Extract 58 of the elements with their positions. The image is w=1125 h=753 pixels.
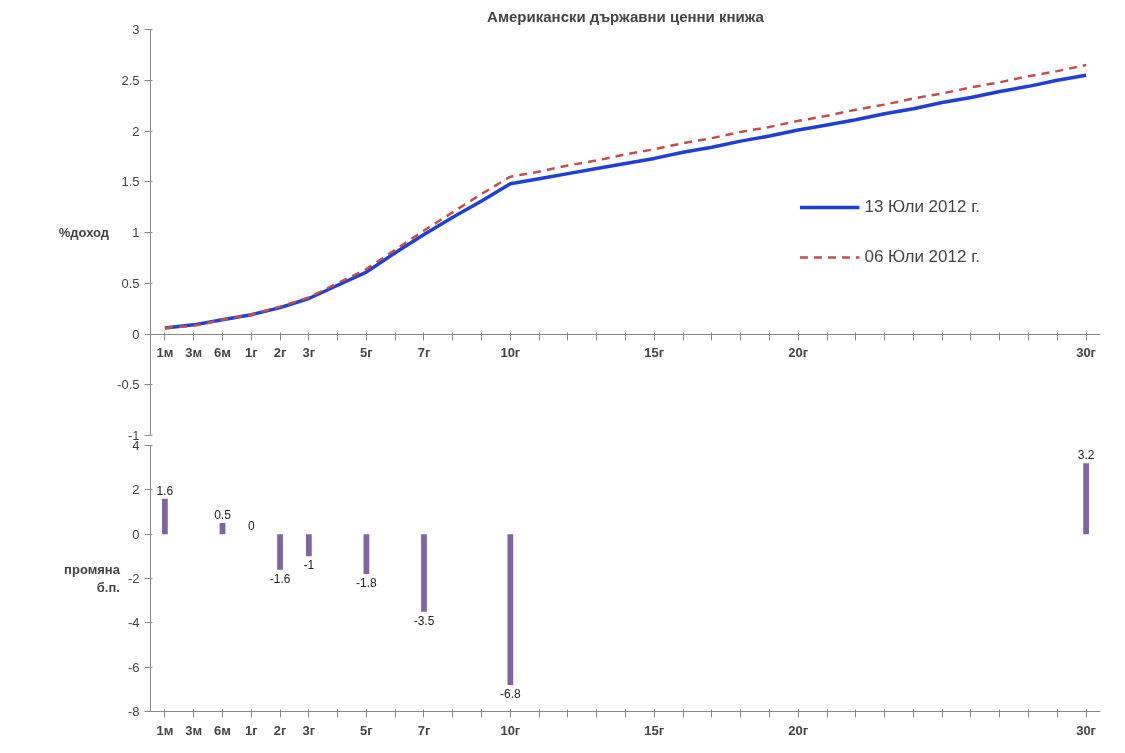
x-tick-label: 3м [185, 722, 203, 738]
x-tick-label: 20г [788, 345, 809, 360]
data-label: 3.2 [1077, 448, 1095, 463]
data-label: 1.6 [156, 483, 174, 498]
bar [305, 534, 312, 557]
x-tick-label: 6м [214, 345, 231, 360]
x-tick-label: 6м [214, 722, 231, 738]
x-tick-label: 1г [244, 345, 259, 360]
y-tick-label: 0 [132, 526, 140, 542]
x-tick-label: 10г [500, 722, 521, 738]
y-tick-label: -8 [127, 704, 140, 719]
x-tick-label: 3м [185, 345, 203, 360]
x-tick-label: 3г [302, 345, 316, 360]
y-axis-title: промяна б.п. [64, 562, 121, 595]
y-tick-label: -4 [127, 615, 140, 631]
bar [162, 498, 168, 535]
data-label: -3.5 [413, 613, 435, 628]
x-tick-label: 1м [156, 345, 174, 360]
data-label: -1.8 [356, 576, 378, 591]
y-tick-label: 2 [132, 123, 140, 139]
x-tick-label: 1г [244, 722, 259, 738]
y-tick-label: 0 [132, 326, 140, 342]
data-label: 0.5 [214, 508, 232, 523]
x-tick-label: 3г [302, 722, 316, 738]
bar [1083, 463, 1089, 535]
y-tick-label: 1 [132, 225, 140, 240]
y-tick-label: 3 [132, 22, 140, 37]
y-tick-label: 2 [132, 482, 140, 498]
x-tick-label: 7г [417, 345, 431, 360]
x-tick-label: 15г [644, 722, 665, 738]
bar [507, 534, 514, 685]
x-tick-label: 10г [500, 345, 521, 360]
x-tick-label: 1м [156, 722, 174, 738]
y-tick-label: 1.5 [121, 174, 140, 190]
bar [421, 534, 427, 612]
x-tick-label: 5г [360, 345, 374, 360]
y-tick-label: -2 [127, 571, 140, 586]
y-axis-title: %доход [58, 225, 110, 240]
chart-title: Американски държавни ценни книжа [487, 7, 765, 25]
x-tick-label: 30г [1076, 345, 1097, 360]
x-tick-label: 2г [273, 722, 287, 738]
data-label: -6.8 [500, 686, 522, 701]
data-label: -1.6 [269, 571, 291, 586]
legend-label: 06 Юли 2012 г. [864, 247, 980, 267]
legend-label: 13 Юли 2012 г. [864, 197, 980, 217]
y-tick-label: 2.5 [121, 72, 140, 88]
y-tick-label: 0.5 [121, 275, 140, 291]
x-tick-label: 7г [417, 722, 431, 738]
data-label: 0 [247, 519, 255, 534]
bar [277, 534, 283, 570]
x-tick-label: 2г [273, 345, 287, 360]
y-tick-label: -6 [127, 659, 140, 675]
data-label: -1 [303, 558, 315, 573]
x-tick-label: 30г [1076, 722, 1097, 738]
x-tick-label: 20г [788, 722, 809, 738]
x-tick-label: 15г [644, 345, 665, 360]
y-tick-label: -0.5 [117, 377, 140, 393]
x-tick-label: 5г [360, 722, 374, 738]
